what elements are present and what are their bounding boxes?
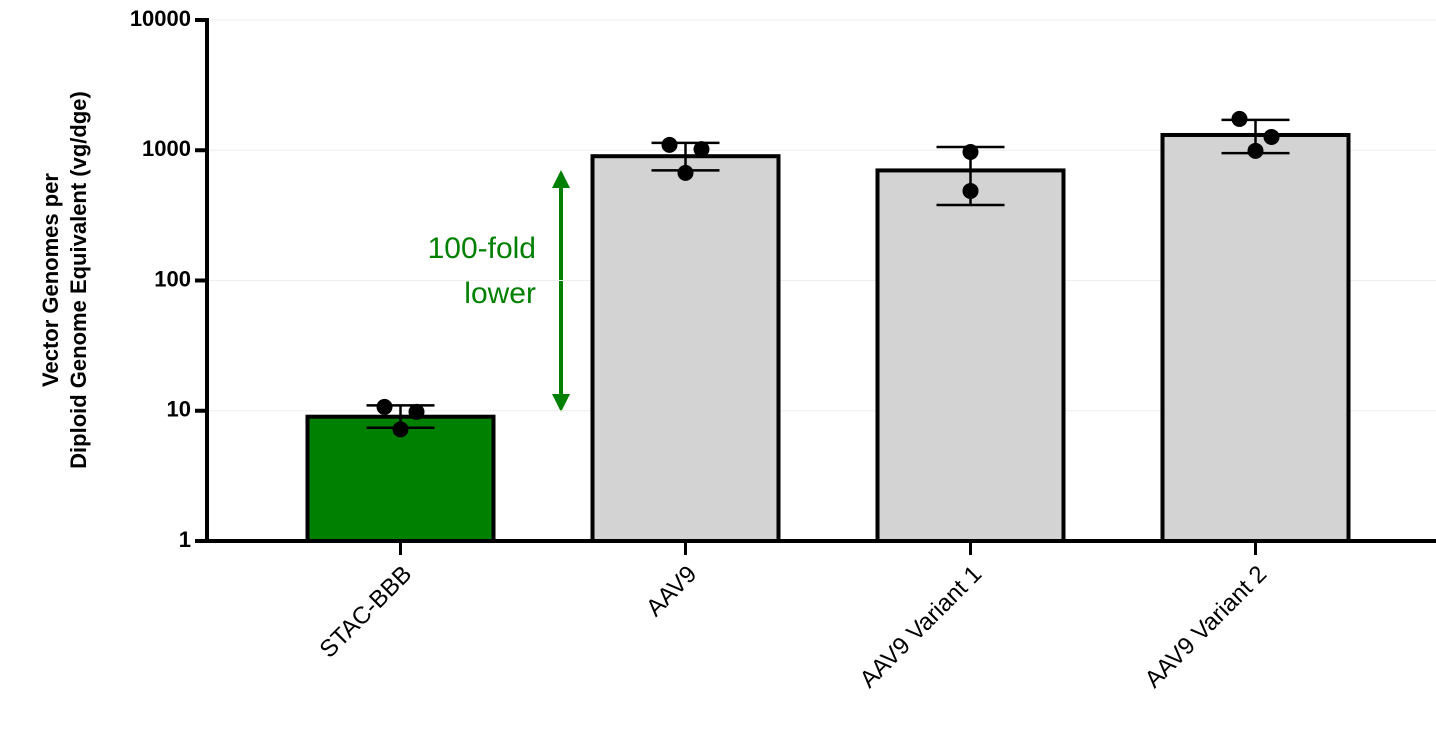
data-point	[408, 403, 425, 420]
y-tick-label: 1	[179, 527, 191, 552]
x-tick-label: AAV9 Variant 1	[855, 561, 988, 694]
annotation-arrow	[552, 170, 570, 412]
annotation-text: 100-fold	[428, 232, 536, 265]
x-tick-label: AAV9 Variant 2	[1140, 561, 1273, 694]
data-point	[693, 141, 710, 158]
x-tick-label-group: AAV9 Variant 2	[1140, 561, 1273, 694]
y-tick-label: 1000	[142, 136, 191, 161]
data-point	[1247, 142, 1264, 159]
bar	[875, 168, 1066, 543]
bar	[305, 414, 496, 543]
data-point	[677, 164, 694, 181]
x-tick-label: AAV9	[641, 561, 702, 622]
data-point	[392, 421, 409, 438]
x-tick-label: STAC-BBB	[315, 561, 418, 664]
arrow-head	[552, 394, 570, 412]
y-tick-label: 10	[167, 397, 191, 422]
x-tick-label-group: AAV9	[641, 561, 702, 622]
data-point	[661, 136, 678, 153]
bar	[1160, 132, 1351, 544]
x-tick-label-group: AAV9 Variant 1	[855, 561, 988, 694]
y-tick-label: 100	[154, 266, 191, 291]
y-tick-label: 10000	[130, 6, 191, 31]
y-label-line: Diploid Genome Equivalent (vg/dge)	[66, 91, 91, 469]
y-label-line: Vector Genomes per	[38, 173, 63, 387]
data-point	[1263, 128, 1280, 145]
arrow-head	[552, 170, 570, 188]
data-point	[962, 143, 979, 160]
data-point	[962, 182, 979, 199]
annotation-text: lower	[464, 277, 536, 310]
data-point	[1231, 110, 1248, 127]
data-point	[376, 398, 393, 415]
y-label: Vector Genomes per Diploid Genome Equiva…	[38, 91, 91, 469]
bar	[590, 154, 781, 544]
x-tick-label-group: STAC-BBB	[315, 561, 418, 664]
